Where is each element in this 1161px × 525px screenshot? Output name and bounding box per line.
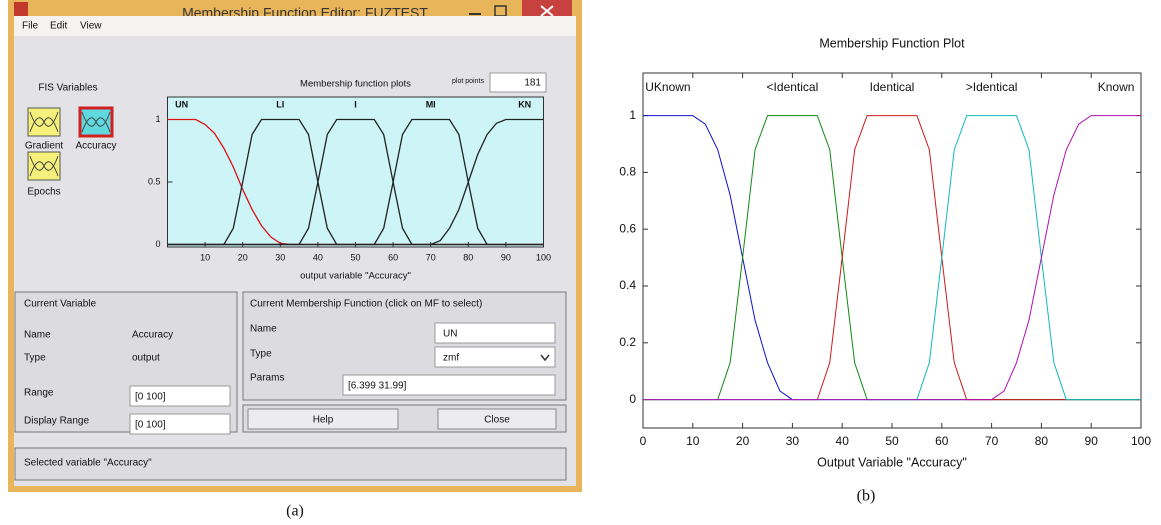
- x-tick-label: 50: [350, 252, 360, 262]
- field-label: Range: [24, 388, 54, 399]
- mf-label: UN: [175, 99, 188, 109]
- fis-variables-label: FIS Variables: [38, 83, 97, 94]
- mf-label: Identical: [870, 80, 915, 94]
- y-tick-label: 0.8: [619, 165, 636, 179]
- mf-label: LI: [276, 99, 284, 109]
- field-label: Name: [24, 330, 51, 341]
- page: Membership Function Editor: FUZTEST File…: [0, 0, 1161, 525]
- y-tick-label: 0: [629, 392, 636, 406]
- y-tick-label: 0.2: [619, 335, 636, 349]
- field-value: [6.399 31.99]: [348, 381, 407, 392]
- field-label: Type: [250, 349, 272, 360]
- status-text: Selected variable "Accuracy": [24, 458, 152, 469]
- plot-points-label: plot points: [452, 78, 484, 85]
- field-label: Name: [250, 324, 277, 335]
- panel-title: Current Variable: [24, 299, 97, 310]
- x-tick-label: 10: [686, 434, 700, 448]
- button-label: Close: [484, 415, 510, 426]
- field-value: zmf: [443, 353, 459, 364]
- x-tick-label: 30: [786, 434, 800, 448]
- y-tick-label: 0.5: [148, 176, 161, 186]
- plot-points-value: 181: [524, 78, 541, 89]
- x-tick-label: 20: [736, 434, 750, 448]
- field-label: Params: [250, 373, 284, 384]
- field-value: [0 100]: [135, 420, 166, 431]
- x-tick-label: 10: [200, 252, 210, 262]
- x-tick-label: 50: [885, 434, 899, 448]
- x-tick-label: 40: [313, 252, 323, 262]
- x-axis-label: Output Variable "Accuracy": [817, 455, 967, 469]
- menu-item[interactable]: File: [22, 21, 39, 32]
- mf-label: MI: [426, 99, 436, 109]
- mf-label: <Identical: [767, 80, 819, 94]
- x-tick-label: 100: [536, 252, 551, 262]
- field-value: Accuracy: [132, 330, 173, 341]
- menu-item[interactable]: View: [80, 21, 102, 32]
- button-label: Help: [313, 415, 334, 426]
- field-label: Display Range: [24, 416, 89, 427]
- x-tick-label: 20: [238, 252, 248, 262]
- menu-item[interactable]: Edit: [50, 21, 67, 32]
- x-tick-label: 60: [388, 252, 398, 262]
- app-icon: [14, 2, 28, 16]
- x-tick-label: 90: [501, 252, 511, 262]
- plot-title: Membership Function Plot: [819, 36, 965, 50]
- x-tick-label: 0: [640, 434, 647, 448]
- x-tick-label: 80: [1035, 434, 1049, 448]
- y-tick-label: 1: [155, 114, 160, 124]
- x-tick-label: 30: [275, 252, 285, 262]
- plot-area: [643, 73, 1141, 428]
- y-tick-label: 1: [629, 108, 636, 122]
- x-tick-label: 70: [426, 252, 436, 262]
- caption: (a): [286, 503, 304, 520]
- y-tick-label: 0.4: [619, 278, 636, 292]
- mf-label: I: [354, 99, 357, 109]
- x-tick-label: 40: [836, 434, 850, 448]
- field-value: [0 100]: [135, 392, 166, 403]
- x-tick-label: 70: [985, 434, 999, 448]
- panel-title: Current Membership Function (click on MF…: [250, 299, 482, 310]
- field-value: output: [132, 353, 160, 364]
- current-variable-panel: [15, 292, 237, 432]
- field-value: UN: [443, 329, 457, 340]
- caption: (b): [857, 488, 876, 505]
- plot-title: Membership function plots: [300, 79, 411, 90]
- y-tick-label: 0: [155, 239, 160, 249]
- x-tick-label: 100: [1131, 434, 1151, 448]
- mf-label: Known: [1098, 80, 1135, 94]
- field-label: Type: [24, 353, 46, 364]
- variable-label: Gradient: [25, 141, 64, 152]
- x-axis-label: output variable "Accuracy": [300, 271, 411, 282]
- mf-label: UKnown: [645, 80, 690, 94]
- mf-label: KN: [518, 99, 531, 109]
- y-tick-label: 0.6: [619, 221, 636, 235]
- x-tick-label: 90: [1085, 434, 1099, 448]
- variable-label: Epochs: [27, 187, 60, 198]
- variable-label: Accuracy: [75, 141, 116, 152]
- x-tick-label: 80: [463, 252, 473, 262]
- mf-label: >Identical: [966, 80, 1018, 94]
- x-tick-label: 60: [935, 434, 949, 448]
